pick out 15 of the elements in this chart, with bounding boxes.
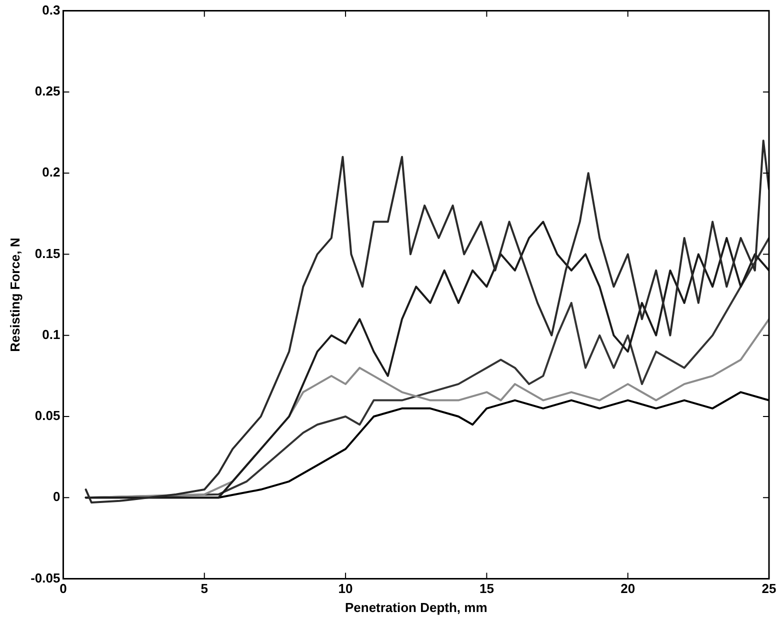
x-tick-label: 15 bbox=[479, 581, 494, 596]
x-axis-title: Penetration Depth, mm bbox=[344, 600, 488, 615]
x-tick-label: 25 bbox=[762, 581, 776, 596]
y-tick-label: -0.05 bbox=[30, 570, 60, 586]
x-tick-label: 20 bbox=[620, 581, 636, 596]
y-tick-label: 0.2 bbox=[42, 164, 60, 180]
y-tick-label: 0 bbox=[52, 489, 60, 504]
y-tick-label: 0.15 bbox=[34, 246, 60, 261]
x-tick-label: 10 bbox=[338, 581, 353, 596]
y-tick-label: 0.3 bbox=[42, 2, 60, 18]
y-tick-label: 0.1 bbox=[42, 326, 60, 342]
y-tick-label: 0.05 bbox=[34, 408, 60, 424]
x-tick-label: 5 bbox=[200, 581, 208, 596]
y-tick-label: 0.25 bbox=[34, 84, 60, 99]
y-axis-title: Resisting Force, N bbox=[7, 238, 22, 352]
